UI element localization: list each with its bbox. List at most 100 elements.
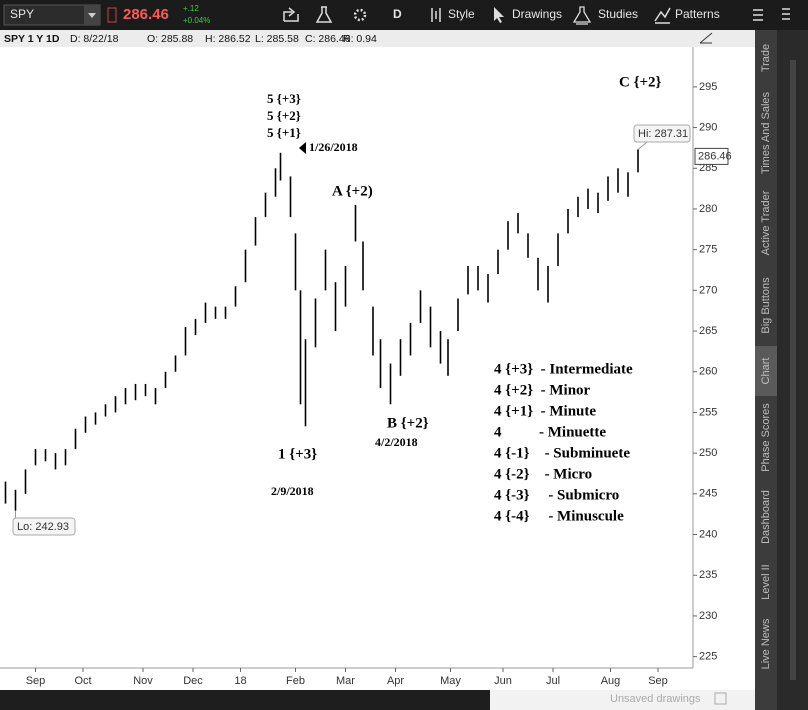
toolbar-button[interactable]: Patterns <box>675 7 720 21</box>
settings-icon[interactable] <box>353 8 367 22</box>
expand-icon[interactable] <box>699 32 713 44</box>
side-tab[interactable] <box>755 557 777 607</box>
y-tick-label: 275 <box>699 244 717 256</box>
side-tab-label: Trade <box>760 44 772 72</box>
y-tick-label: 250 <box>699 447 717 459</box>
annotation: 4 - Minuette <box>494 424 606 440</box>
link-icon[interactable] <box>107 7 117 23</box>
save-icon[interactable] <box>714 692 727 705</box>
hi-box <box>633 124 691 143</box>
annotation: 2/9/2018 <box>271 484 314 498</box>
annotation: B {+2} <box>387 415 429 431</box>
x-tick-label: Jul <box>546 675 560 687</box>
hi-label: Hi: 287.31 <box>638 128 688 140</box>
info-item: D: 8/22/18 <box>70 33 119 45</box>
y-tick-label: 295 <box>699 81 717 93</box>
info-item: H: 286.52 <box>205 33 251 45</box>
aggregation[interactable]: D <box>393 7 402 21</box>
x-tick-label: Oct <box>74 675 91 687</box>
cursor-icon <box>494 7 504 23</box>
side-tab-label: Dashboard <box>760 490 772 544</box>
side-tab-label: Times And Sales <box>760 91 772 174</box>
x-tick-label: Nov <box>133 675 153 687</box>
side-tab[interactable] <box>755 181 777 265</box>
y-tick-label: 270 <box>699 284 717 296</box>
scrollbar[interactable] <box>790 60 796 680</box>
flask-icon[interactable] <box>315 6 333 23</box>
toolbar-button[interactable]: Studies <box>598 7 638 21</box>
plot-background <box>0 47 755 690</box>
y-tick-label: 240 <box>699 528 717 540</box>
x-tick-label: Dec <box>183 675 203 687</box>
y-tick-label: 235 <box>699 569 717 581</box>
x-tick-label: May <box>440 675 461 687</box>
annotation: 4 {-1} - Subminuete <box>494 445 630 461</box>
annotation: 4 {-4} - Minuscule <box>494 508 624 524</box>
annotation: 4 {-3} - Submicro <box>494 487 619 503</box>
lo-box <box>12 517 76 536</box>
side-tab-label: Chart <box>760 358 772 385</box>
info-items: SPY 1 Y 1D D: 8/22/18 O: 285.88 H: 286.52 L:… <box>4 33 377 45</box>
side-tab[interactable] <box>755 87 777 179</box>
x-tick-label: Feb <box>286 675 305 687</box>
y-tick-label: 245 <box>699 488 717 500</box>
side-tab[interactable] <box>755 479 777 555</box>
x-tick-label: Sep <box>648 675 668 687</box>
last-price-tag <box>694 147 729 165</box>
patterns-icon <box>654 7 671 24</box>
x-tick-label: Jun <box>494 675 512 687</box>
annotation: 5 {+3} <box>267 91 301 106</box>
toolbar-button[interactable]: Style <box>448 7 475 21</box>
annotation: 1 {+3} <box>278 446 317 462</box>
last-price-label: 286.46 <box>698 150 732 162</box>
side-tab[interactable] <box>755 31 777 85</box>
footer-text: Unsaved drawings <box>610 693 701 705</box>
x-tick-label: Apr <box>387 675 404 687</box>
info-item: R: 0.94 <box>343 33 377 45</box>
side-tab[interactable] <box>755 609 777 679</box>
info-bar <box>0 30 755 47</box>
annotation: 5 {+2} <box>267 108 301 123</box>
change: +.12 <box>183 4 199 13</box>
annotation: A {+2) <box>332 183 373 199</box>
x-tick-label: Mar <box>336 675 355 687</box>
y-tick-label: 290 <box>699 121 717 133</box>
x-tick-label: Sep <box>26 675 46 687</box>
x-tick-label: 18 <box>234 675 246 687</box>
change-pct: +0.04% <box>183 16 210 25</box>
side-tab-label: Level II <box>760 564 772 599</box>
plot: 2252302352402452502552602652702752802852… <box>4 74 732 687</box>
annotation: 4/2/2018 <box>375 435 418 449</box>
side-tab-label: Active Trader <box>760 190 772 255</box>
info-item: O: 285.88 <box>147 33 193 45</box>
y-tick-label: 230 <box>699 610 717 622</box>
y-tick-label: 260 <box>699 366 717 378</box>
menu-icon[interactable] <box>753 9 763 21</box>
annotation: C {+2} <box>619 74 662 90</box>
y-tick-label: 255 <box>699 406 717 418</box>
studies-icon <box>572 6 592 25</box>
menu-icon[interactable] <box>782 8 790 20</box>
annotation: 4 {-2} - Micro <box>494 466 592 482</box>
symbol: SPY <box>10 7 34 21</box>
annotation: 5 {+1} <box>267 125 301 140</box>
lo-label: Lo: 242.93 <box>17 521 69 533</box>
side-tab-label: Big Buttons <box>760 277 772 334</box>
footer <box>490 690 755 710</box>
y-tick-label: 265 <box>699 325 717 337</box>
share-icon[interactable] <box>283 7 299 22</box>
annotation: 1/26/2018 <box>309 140 358 154</box>
side-tab-label: Phase Scores <box>760 403 772 472</box>
y-tick-label: 280 <box>699 203 717 215</box>
side-tab[interactable] <box>755 398 777 477</box>
side-tab[interactable] <box>755 267 777 344</box>
tab-list: Trade Times And Sales Active Trader Big But… <box>755 31 777 679</box>
side-tab[interactable] <box>755 346 777 396</box>
side-tab-label: Live News <box>760 618 772 669</box>
info-item: L: 285.58 <box>255 33 299 45</box>
info-item: C: 286.46 <box>305 33 351 45</box>
toolbar <box>0 0 808 30</box>
toolbar-button[interactable]: Drawings <box>512 7 562 21</box>
